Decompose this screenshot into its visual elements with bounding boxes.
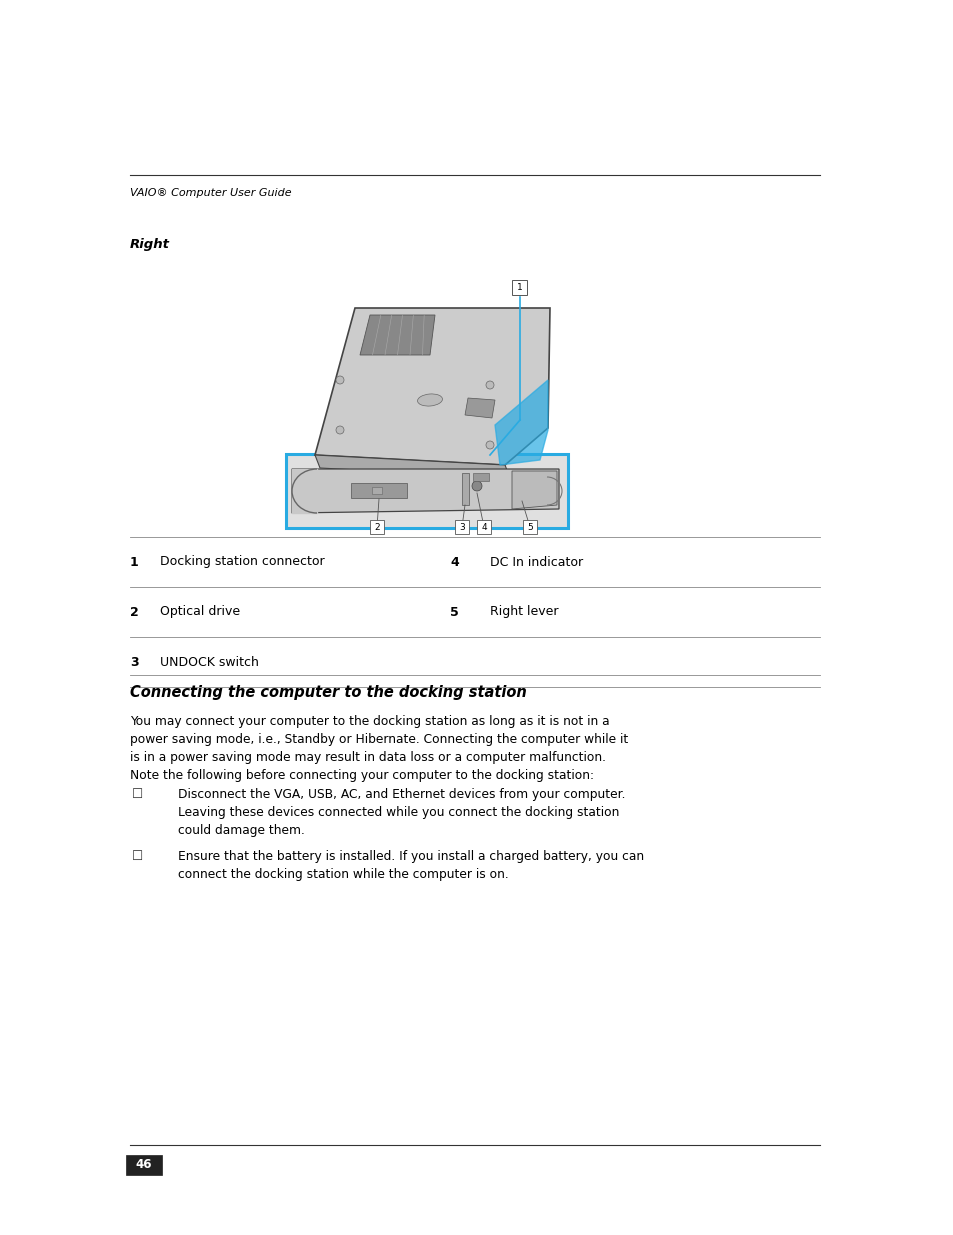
Polygon shape — [512, 471, 557, 509]
Text: 46: 46 — [135, 1158, 152, 1172]
FancyBboxPatch shape — [455, 520, 469, 535]
FancyBboxPatch shape — [473, 473, 489, 482]
Text: is in a power saving mode may result in data loss or a computer malfunction.: is in a power saving mode may result in … — [130, 751, 605, 764]
FancyBboxPatch shape — [461, 473, 469, 505]
Text: Disconnect the VGA, USB, AC, and Ethernet devices from your computer.: Disconnect the VGA, USB, AC, and Etherne… — [178, 788, 625, 802]
FancyBboxPatch shape — [286, 454, 567, 529]
Text: power saving mode, i.e., Standby or Hibernate. Connecting the computer while it: power saving mode, i.e., Standby or Hibe… — [130, 734, 628, 746]
Text: 2: 2 — [374, 522, 379, 531]
FancyBboxPatch shape — [372, 487, 382, 494]
Text: 5: 5 — [527, 522, 533, 531]
Text: 3: 3 — [130, 656, 138, 668]
Text: VAIO® Computer User Guide: VAIO® Computer User Guide — [130, 188, 292, 198]
Text: 1: 1 — [130, 556, 138, 568]
Text: Right: Right — [130, 238, 170, 251]
FancyBboxPatch shape — [512, 279, 527, 294]
FancyBboxPatch shape — [351, 483, 407, 498]
FancyBboxPatch shape — [370, 520, 384, 535]
Text: connect the docking station while the computer is on.: connect the docking station while the co… — [178, 868, 508, 881]
Polygon shape — [314, 454, 510, 478]
Text: Optical drive: Optical drive — [160, 605, 240, 619]
Text: Docking station connector: Docking station connector — [160, 556, 324, 568]
Polygon shape — [495, 380, 547, 466]
Circle shape — [335, 426, 344, 433]
Text: 4: 4 — [450, 556, 458, 568]
FancyBboxPatch shape — [126, 1155, 162, 1174]
Text: 3: 3 — [458, 522, 464, 531]
Circle shape — [335, 375, 344, 384]
Text: Right lever: Right lever — [490, 605, 558, 619]
Text: You may connect your computer to the docking station as long as it is not in a: You may connect your computer to the doc… — [130, 715, 609, 727]
Text: 1: 1 — [517, 283, 522, 291]
Ellipse shape — [417, 394, 442, 406]
Polygon shape — [464, 398, 495, 417]
Text: Leaving these devices connected while you connect the docking station: Leaving these devices connected while yo… — [178, 806, 618, 819]
Polygon shape — [292, 469, 558, 513]
FancyBboxPatch shape — [476, 520, 491, 535]
Text: ☐: ☐ — [132, 850, 143, 863]
Text: Ensure that the battery is installed. If you install a charged battery, you can: Ensure that the battery is installed. If… — [178, 850, 643, 863]
Text: Note the following before connecting your computer to the docking station:: Note the following before connecting you… — [130, 769, 594, 782]
Circle shape — [485, 382, 494, 389]
Circle shape — [472, 480, 481, 492]
Text: 4: 4 — [480, 522, 486, 531]
Text: could damage them.: could damage them. — [178, 824, 305, 837]
Text: DC In indicator: DC In indicator — [490, 556, 582, 568]
FancyBboxPatch shape — [522, 520, 537, 535]
Text: 5: 5 — [450, 605, 458, 619]
Polygon shape — [314, 308, 550, 466]
Text: 2: 2 — [130, 605, 138, 619]
Text: ☐: ☐ — [132, 788, 143, 802]
Text: UNDOCK switch: UNDOCK switch — [160, 656, 258, 668]
Polygon shape — [359, 315, 435, 354]
Text: Connecting the computer to the docking station: Connecting the computer to the docking s… — [130, 685, 526, 700]
Circle shape — [485, 441, 494, 450]
